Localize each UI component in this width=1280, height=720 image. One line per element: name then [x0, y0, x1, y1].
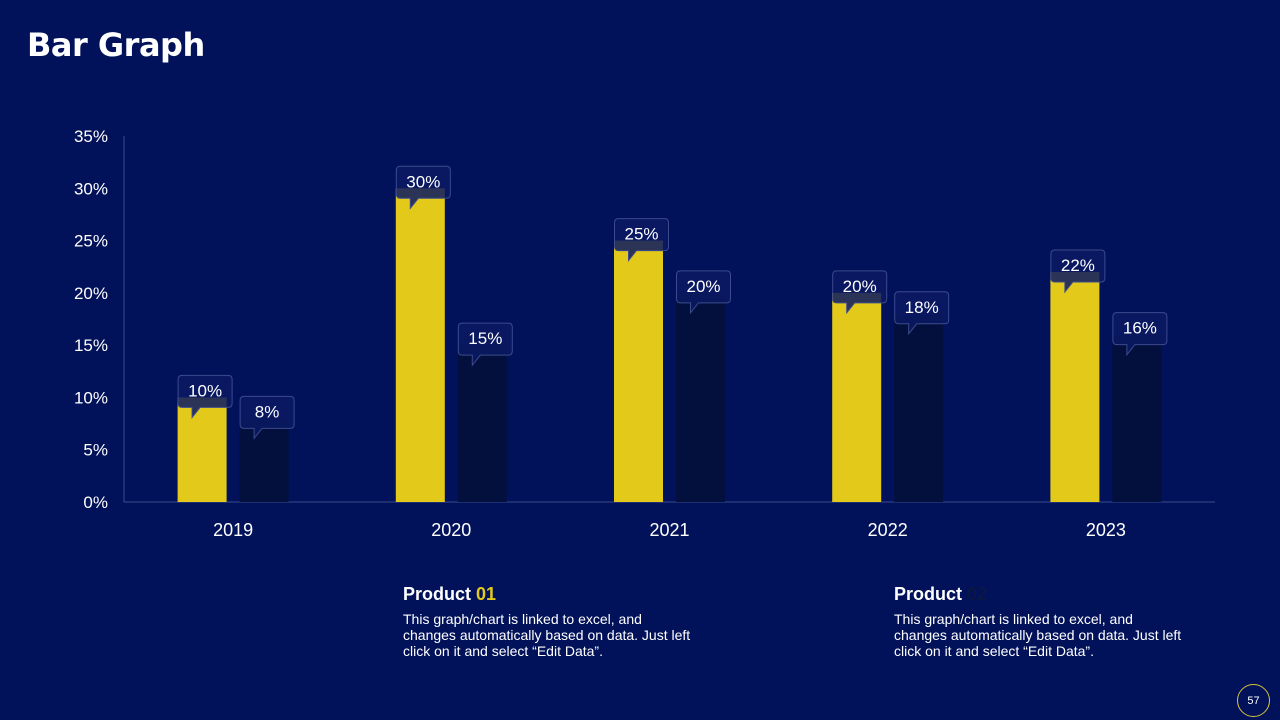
x-tick-label: 2023 — [1086, 520, 1126, 540]
data-label-callout — [614, 218, 669, 262]
data-label-callout — [395, 165, 451, 210]
y-tick-label: 30% — [74, 179, 108, 198]
legend-product-02: Product 02 This graph/chart is linked to… — [894, 584, 1194, 659]
y-tick-label: 25% — [74, 232, 108, 251]
data-label-callout — [1112, 312, 1168, 357]
bar-chart: 0% 5% 10% 15% 20% 25% 30% 35% 2019 10% 8% 2020 30% 15… — [74, 127, 1215, 540]
y-tick-label: 15% — [74, 336, 108, 355]
legend-title: Product 01 — [403, 584, 703, 605]
bar — [1112, 334, 1162, 502]
legend-description: This graph/chart is linked to excel, and… — [403, 611, 691, 659]
legend-label: Product — [894, 584, 963, 604]
legend-product-01: Product 01 This graph/chart is linked to… — [403, 584, 703, 659]
x-tick-label: 2022 — [868, 520, 908, 540]
data-label-callout — [1050, 249, 1106, 294]
legend-number: 02 — [967, 584, 988, 604]
data-label: 16% — [1123, 319, 1157, 338]
y-tick-label: 0% — [83, 493, 108, 512]
x-tick-label: 2020 — [431, 520, 471, 540]
x-tick-label: 2019 — [213, 520, 253, 540]
slide-title: Bar Graph — [27, 26, 205, 64]
bar — [457, 345, 507, 502]
legend-description: This graph/chart is linked to excel, and… — [894, 611, 1182, 659]
y-tick-label: 20% — [74, 284, 108, 303]
bar — [832, 292, 882, 502]
data-label: 20% — [843, 277, 877, 296]
bar — [1050, 271, 1100, 502]
data-label-callout — [177, 374, 233, 419]
bar — [239, 418, 289, 502]
x-tick-label: 2021 — [649, 520, 689, 540]
y-tick-label: 35% — [74, 127, 108, 146]
data-label: 8% — [255, 402, 280, 421]
data-label-callout — [239, 395, 295, 440]
legend-title: Product 02 — [894, 584, 1194, 605]
data-label-callout — [457, 322, 513, 367]
bar — [894, 313, 944, 502]
y-tick-label: 5% — [83, 441, 108, 460]
legend-number: 01 — [476, 584, 497, 604]
data-label: 10% — [188, 381, 222, 400]
data-label: 20% — [686, 277, 720, 296]
data-label: 15% — [468, 329, 502, 348]
data-label: 22% — [1061, 256, 1095, 275]
bar — [395, 188, 445, 503]
bar — [177, 397, 227, 502]
bar — [614, 240, 663, 503]
data-label: 18% — [905, 298, 939, 317]
legend-label: Product — [403, 584, 472, 604]
bar — [676, 292, 725, 502]
page-number-badge: 57 — [1237, 684, 1270, 717]
y-tick-label: 10% — [74, 388, 108, 407]
data-label: 25% — [624, 225, 658, 244]
data-label-callout — [894, 291, 950, 336]
data-label-callout — [832, 270, 888, 315]
data-label: 30% — [406, 172, 440, 191]
data-label-callout — [676, 270, 731, 315]
